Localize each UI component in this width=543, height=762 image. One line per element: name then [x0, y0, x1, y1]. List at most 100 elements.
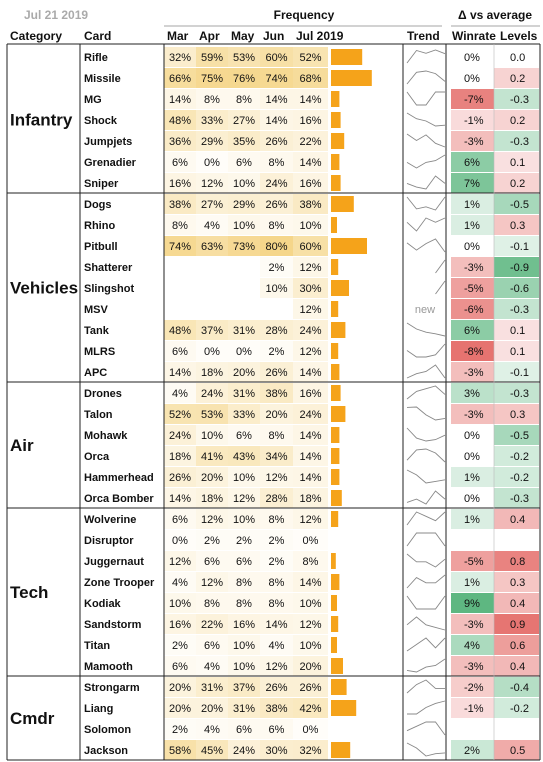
- frequency-bar: [331, 742, 351, 758]
- frequency-value: 0%: [303, 724, 319, 736]
- table-row: Sniper 16% 12% 10% 24% 16% 7% 0.2: [84, 173, 539, 193]
- frequency-value: 22%: [201, 619, 223, 631]
- frequency-cell: [228, 509, 260, 529]
- frequency-value: 26%: [299, 682, 321, 694]
- card-name: Solomon: [84, 724, 131, 736]
- frequency-value: 37%: [233, 682, 255, 694]
- frequency-value: 10%: [169, 598, 191, 610]
- table-row: Grenadier 6% 0% 6% 8% 14% 6% 0.1: [84, 152, 539, 172]
- winrate-cell: [451, 740, 494, 760]
- frequency-value: 8%: [269, 430, 285, 442]
- frequency-value: 14%: [299, 367, 321, 379]
- table-row: Zone Trooper 4% 12% 8% 8% 14% 1% 0.3: [84, 572, 539, 592]
- frequency-bar: [331, 511, 339, 527]
- trend-sparkline: [406, 238, 446, 253]
- frequency-value: 20%: [201, 472, 223, 484]
- frequency-value: 48%: [169, 325, 191, 337]
- frequency-value: 4%: [269, 640, 285, 652]
- table-row: Orca Bomber 14% 18% 12% 28% 18% 0% -0.3: [84, 488, 539, 508]
- levels-value: -0.4: [510, 682, 529, 694]
- levels-cell: [494, 404, 539, 424]
- frequency-cell: [293, 740, 328, 760]
- table-row: Dogs 38% 27% 29% 26% 38% 1% -0.5: [84, 194, 539, 214]
- trend-sparkline: [435, 259, 446, 274]
- card-name: Jumpjets: [84, 136, 132, 148]
- levels-value: -0.3: [510, 388, 529, 400]
- frequency-cell: [260, 740, 293, 760]
- winrate-cell: [451, 509, 494, 529]
- frequency-value: 14%: [299, 157, 321, 169]
- frequency-value: 20%: [265, 409, 287, 421]
- frequency-value: 2%: [204, 535, 220, 547]
- frequency-value: 32%: [169, 52, 191, 64]
- frequency-value: 24%: [299, 409, 321, 421]
- frequency-value: 16%: [169, 178, 191, 190]
- frequency-value: 38%: [265, 703, 287, 715]
- frequency-value: 45%: [201, 745, 223, 757]
- trend-sparkline: [406, 553, 446, 568]
- frequency-cell: [228, 173, 260, 193]
- levels-cell: [494, 467, 539, 487]
- frequency-cell: [196, 89, 228, 109]
- column-header-month: Mar: [167, 29, 189, 43]
- frequency-bar: [331, 595, 337, 611]
- frequency-cell: [196, 236, 228, 256]
- frequency-cell: [164, 593, 196, 613]
- levels-cell: [494, 194, 539, 214]
- frequency-value: 42%: [299, 703, 321, 715]
- frequency-cell: [164, 509, 196, 529]
- table-row: Mohawk 24% 10% 6% 8% 14% 0% -0.5: [84, 425, 539, 445]
- winrate-cell: [451, 320, 494, 340]
- levels-cell: [494, 572, 539, 592]
- frequency-value: 8%: [204, 598, 220, 610]
- table-row: Slingshot 10% 30% -5% -0.6: [84, 278, 539, 298]
- levels-value: 0.0: [510, 52, 525, 64]
- levels-cell: [494, 236, 539, 256]
- table-row: Shock 48% 33% 27% 14% 16% -1% 0.2: [84, 110, 539, 130]
- frequency-value: 38%: [169, 199, 191, 211]
- frequency-cell: [260, 257, 293, 277]
- levels-value: -0.2: [510, 703, 529, 715]
- frequency-cell: [164, 131, 196, 151]
- levels-value: -0.1: [510, 367, 529, 379]
- trend-sparkline: [406, 364, 446, 379]
- frequency-cell: [164, 194, 196, 214]
- winrate-cell: [451, 257, 494, 277]
- category-label: Infantry: [10, 111, 73, 130]
- frequency-value: 10%: [233, 661, 255, 673]
- frequency-value: 12%: [299, 346, 321, 358]
- frequency-cell: [196, 173, 228, 193]
- winrate-value: -2%: [464, 682, 484, 694]
- frequency-value: 38%: [265, 388, 287, 400]
- frequency-cell: [260, 446, 293, 466]
- frequency-cell: [260, 572, 293, 592]
- frequency-cell: [293, 425, 328, 445]
- frequency-bar: [331, 469, 340, 485]
- winrate-value: -3%: [464, 619, 484, 631]
- levels-value: 0.2: [510, 178, 525, 190]
- trend-sparkline: [406, 385, 446, 400]
- frequency-cell: [196, 572, 228, 592]
- frequency-value: 10%: [233, 640, 255, 652]
- frequency-value: 10%: [299, 220, 321, 232]
- frequency-value: 48%: [169, 115, 191, 127]
- frequency-cell: [293, 656, 328, 676]
- trend-sparkline: [406, 217, 446, 232]
- levels-value: -0.5: [510, 430, 529, 442]
- trend-sparkline: [406, 490, 446, 505]
- frequency-cell: [196, 215, 228, 235]
- winrate-cell: [451, 467, 494, 487]
- trend-sparkline: [406, 742, 446, 757]
- frequency-cell: [260, 425, 293, 445]
- winrate-value: 0%: [464, 430, 480, 442]
- winrate-cell: [451, 404, 494, 424]
- frequency-value: 20%: [233, 367, 255, 379]
- levels-cell: [494, 656, 539, 676]
- winrate-value: 0%: [464, 241, 480, 253]
- frequency-value: 18%: [299, 493, 321, 505]
- frequency-bar: [331, 238, 367, 254]
- table-row: Drones 4% 24% 31% 38% 16% 3% -0.3: [84, 383, 539, 403]
- table-row: Rifle 32% 59% 53% 60% 52% 0% 0.0: [84, 47, 525, 67]
- table-row: Jackson 58% 45% 24% 30% 32% 2% 0.5: [84, 740, 539, 760]
- new-card-label: new: [415, 304, 435, 316]
